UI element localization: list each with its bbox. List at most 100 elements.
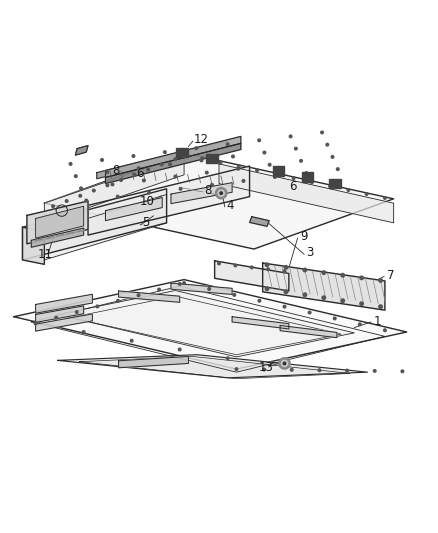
Circle shape xyxy=(251,266,253,269)
Bar xyxy=(329,179,341,188)
Circle shape xyxy=(333,317,336,320)
Text: 4: 4 xyxy=(226,199,233,212)
Circle shape xyxy=(65,200,68,203)
Circle shape xyxy=(274,176,276,179)
Circle shape xyxy=(322,271,325,274)
Polygon shape xyxy=(215,261,289,291)
Circle shape xyxy=(69,163,72,165)
Circle shape xyxy=(341,273,344,277)
Circle shape xyxy=(101,159,103,161)
Text: 1: 1 xyxy=(374,314,381,328)
Circle shape xyxy=(283,362,286,365)
Circle shape xyxy=(80,187,82,190)
Circle shape xyxy=(205,171,208,174)
Circle shape xyxy=(219,161,222,164)
Polygon shape xyxy=(57,354,367,378)
Polygon shape xyxy=(31,228,84,247)
Circle shape xyxy=(85,199,88,202)
Circle shape xyxy=(178,348,181,351)
Circle shape xyxy=(311,181,313,183)
Circle shape xyxy=(117,300,119,302)
Circle shape xyxy=(232,155,234,158)
Circle shape xyxy=(208,288,211,290)
Text: 8: 8 xyxy=(204,184,212,197)
Polygon shape xyxy=(106,143,241,183)
Circle shape xyxy=(79,195,81,197)
Circle shape xyxy=(300,159,302,162)
Text: 12: 12 xyxy=(194,133,209,147)
Circle shape xyxy=(178,282,181,285)
Circle shape xyxy=(237,167,240,170)
Circle shape xyxy=(200,159,203,161)
Circle shape xyxy=(226,357,229,359)
Bar xyxy=(176,148,188,157)
Circle shape xyxy=(120,179,122,181)
Circle shape xyxy=(289,135,292,138)
Circle shape xyxy=(401,370,404,373)
Circle shape xyxy=(174,158,177,160)
Circle shape xyxy=(106,184,109,187)
Circle shape xyxy=(305,172,307,174)
Circle shape xyxy=(263,368,265,371)
Circle shape xyxy=(201,157,204,159)
Circle shape xyxy=(148,191,150,194)
Circle shape xyxy=(169,163,171,166)
Circle shape xyxy=(226,143,229,146)
Polygon shape xyxy=(219,164,394,223)
Circle shape xyxy=(106,171,109,174)
Circle shape xyxy=(195,147,198,149)
Text: 7: 7 xyxy=(387,269,395,282)
Circle shape xyxy=(183,153,185,156)
Circle shape xyxy=(284,290,288,294)
Circle shape xyxy=(111,183,114,185)
Circle shape xyxy=(329,185,332,188)
Circle shape xyxy=(82,330,85,333)
Polygon shape xyxy=(57,290,354,357)
Circle shape xyxy=(321,131,323,134)
Circle shape xyxy=(138,167,140,169)
Circle shape xyxy=(143,179,145,182)
Circle shape xyxy=(34,322,37,325)
Text: 3: 3 xyxy=(306,246,314,259)
Polygon shape xyxy=(232,317,289,329)
Circle shape xyxy=(322,296,325,300)
Circle shape xyxy=(274,173,277,175)
Circle shape xyxy=(336,168,339,171)
Circle shape xyxy=(283,270,286,272)
Text: 8: 8 xyxy=(112,164,120,177)
Circle shape xyxy=(283,305,286,308)
Circle shape xyxy=(133,174,136,176)
Circle shape xyxy=(346,369,348,372)
Circle shape xyxy=(292,177,295,180)
Polygon shape xyxy=(106,136,241,177)
Bar xyxy=(206,154,218,164)
Polygon shape xyxy=(171,283,232,294)
Text: 13: 13 xyxy=(258,361,273,374)
Circle shape xyxy=(218,262,220,265)
Circle shape xyxy=(258,139,261,142)
Circle shape xyxy=(347,189,350,191)
Circle shape xyxy=(318,369,321,372)
Polygon shape xyxy=(280,326,337,338)
Circle shape xyxy=(267,268,269,271)
Circle shape xyxy=(132,155,135,157)
Polygon shape xyxy=(22,189,166,260)
Circle shape xyxy=(160,163,163,166)
Polygon shape xyxy=(119,291,180,302)
Polygon shape xyxy=(106,198,162,221)
Circle shape xyxy=(326,143,328,146)
Circle shape xyxy=(211,183,213,186)
Circle shape xyxy=(358,323,361,326)
Polygon shape xyxy=(250,217,269,227)
Circle shape xyxy=(303,268,307,272)
Circle shape xyxy=(258,300,261,302)
Circle shape xyxy=(174,175,177,178)
Polygon shape xyxy=(75,146,88,155)
Polygon shape xyxy=(35,206,84,238)
Circle shape xyxy=(279,358,290,369)
Circle shape xyxy=(75,311,78,313)
Circle shape xyxy=(290,368,293,371)
Circle shape xyxy=(265,263,269,266)
Circle shape xyxy=(341,299,344,302)
Text: 10: 10 xyxy=(140,196,155,208)
